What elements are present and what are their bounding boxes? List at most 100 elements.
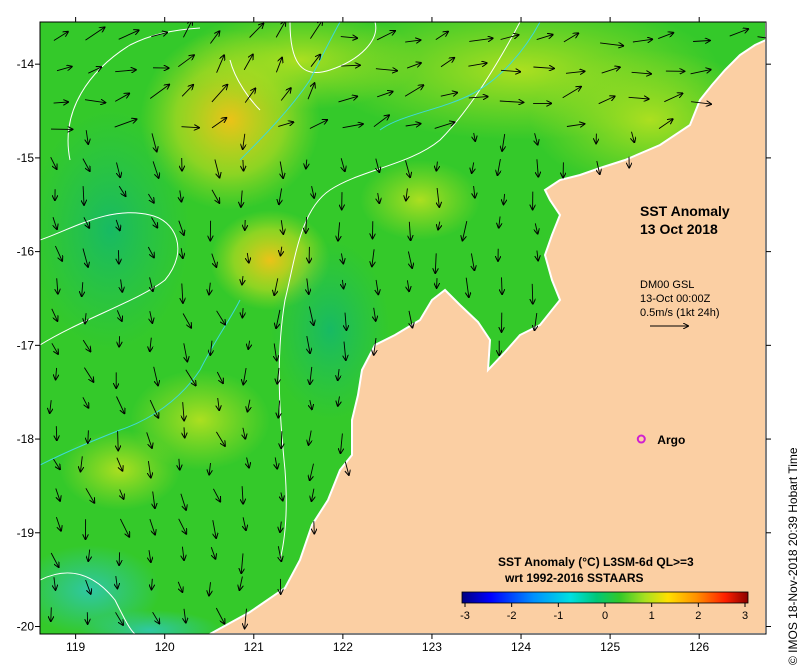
- plot-area: [40, 22, 766, 634]
- current-arrow: [210, 340, 212, 355]
- current-arrow: [377, 92, 392, 98]
- argo-float-marker: [636, 434, 646, 444]
- current-arrow: [185, 369, 196, 386]
- current-arrow: [119, 336, 120, 346]
- current-arrow: [693, 41, 710, 42]
- current-arrow: [537, 159, 538, 176]
- current-arrow: [407, 280, 409, 291]
- colorbar-tick-label: 2: [695, 610, 701, 622]
- current-arrow: [281, 220, 283, 234]
- current-arrow: [504, 193, 505, 204]
- current-arrow: [631, 72, 651, 74]
- current-arrow: [274, 343, 277, 361]
- current-arrow: [345, 461, 349, 475]
- current-arrow: [281, 431, 282, 448]
- current-arrow: [376, 279, 378, 294]
- current-arrow: [213, 520, 216, 538]
- current-arrow: [440, 58, 454, 68]
- current-arrow: [407, 251, 412, 268]
- current-arrow: [149, 399, 158, 418]
- current-arrow: [535, 223, 537, 233]
- x-tick-label: 121: [244, 640, 264, 654]
- current-arrow: [466, 277, 469, 297]
- current-arrow: [338, 369, 339, 380]
- current-arrow: [243, 55, 253, 71]
- y-tick-label: -15: [17, 151, 35, 165]
- current-arrow: [308, 306, 313, 326]
- current-arrow: [152, 578, 153, 590]
- current-arrow: [307, 278, 309, 294]
- current-arrow: [563, 33, 578, 43]
- current-arrow: [213, 488, 220, 502]
- current-arrow: [500, 70, 520, 72]
- current-arrow: [240, 576, 243, 591]
- current-arrow: [280, 161, 283, 179]
- current-arrow: [85, 27, 105, 41]
- current-arrow: [183, 343, 188, 361]
- x-tick-label: 124: [511, 640, 531, 654]
- current-arrow: [82, 397, 89, 408]
- current-arrow: [536, 35, 553, 41]
- current-arrow: [114, 94, 129, 102]
- current-arrow: [341, 65, 360, 66]
- current-arrow: [279, 188, 282, 204]
- current-arrow: [378, 193, 380, 203]
- current-arrow: [404, 85, 423, 97]
- current-arrow: [535, 313, 537, 330]
- current-arrow: [147, 246, 154, 257]
- current-arrow: [215, 607, 224, 624]
- current-arrow: [729, 29, 749, 37]
- current-arrow: [469, 38, 492, 41]
- current-arrow: [184, 608, 186, 623]
- current-arrow: [120, 489, 124, 499]
- colorbar-tick-label: 3: [742, 610, 748, 622]
- current-arrow: [216, 310, 226, 325]
- current-arrow: [310, 366, 312, 384]
- current-arrow: [182, 283, 183, 303]
- current-arrow: [209, 282, 210, 295]
- current-arrow: [119, 552, 120, 565]
- current-arrow: [118, 30, 139, 40]
- current-arrow: [275, 457, 277, 468]
- current-arrow: [376, 31, 395, 41]
- current-arrow: [55, 516, 61, 531]
- current-arrow: [247, 252, 249, 263]
- current-arrow: [86, 130, 88, 144]
- current-arrow: [406, 188, 408, 200]
- current-arrow: [499, 216, 500, 228]
- current-arrow: [632, 131, 635, 143]
- current-arrow: [50, 552, 58, 567]
- current-arrow: [151, 217, 158, 227]
- current-arrow: [149, 85, 169, 99]
- current-arrow: [82, 248, 88, 267]
- current-arrow: [180, 190, 182, 202]
- current-arrow: [440, 93, 457, 97]
- current-arrow: [150, 337, 152, 352]
- current-arrow: [242, 276, 243, 284]
- current-arrow: [435, 253, 436, 273]
- current-arrow: [463, 221, 468, 240]
- current-arrow: [85, 579, 91, 594]
- colorbar-tick-label: 1: [649, 610, 655, 622]
- current-arrow: [53, 217, 57, 229]
- colorbar-tick-label: -1: [553, 610, 563, 622]
- current-arrow: [532, 283, 533, 304]
- current-arrow: [341, 253, 343, 263]
- imos-credit: © IMOS 18-Nov-2018 20:39 Hobart Time: [786, 447, 800, 665]
- current-arrow: [314, 521, 315, 533]
- current-arrow: [51, 607, 52, 621]
- colorbar-tick-label: -2: [507, 610, 517, 622]
- current-arrow: [471, 253, 474, 270]
- current-arrow: [181, 248, 183, 258]
- current-arrow: [372, 249, 374, 266]
- current-arrow: [51, 308, 58, 321]
- current-arrow: [535, 133, 538, 144]
- current-arrow: [306, 159, 307, 169]
- current-arrow: [598, 96, 615, 105]
- current-arrow: [658, 33, 673, 40]
- current-arrow: [468, 63, 486, 66]
- current-arrow: [690, 70, 711, 75]
- current-arrow: [116, 162, 121, 178]
- current-arrow: [376, 158, 380, 173]
- current-arrow: [82, 339, 90, 351]
